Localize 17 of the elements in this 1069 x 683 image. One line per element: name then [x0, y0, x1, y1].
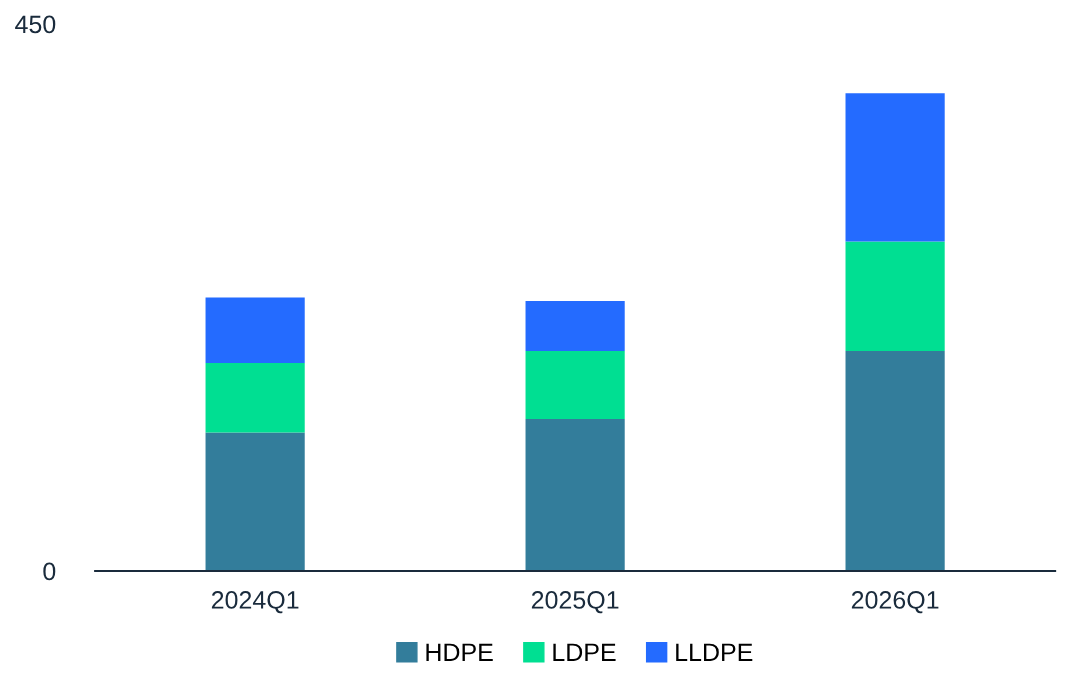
- x-tick-label: 2024Q1: [211, 591, 299, 614]
- bar: [205, 297, 305, 364]
- legend-label: LLDPE: [676, 643, 753, 661]
- y-tick-label: 450: [15, 15, 56, 34]
- bar: [205, 363, 305, 433]
- bar: [845, 350, 945, 571]
- bar: [205, 432, 305, 571]
- bar: [525, 301, 625, 351]
- legend-label: LDPE: [553, 643, 616, 661]
- bar: [525, 419, 625, 571]
- x-tick-label: 2026Q1: [851, 591, 939, 614]
- x-tick-label: 2025Q1: [531, 591, 619, 614]
- bar: [845, 93, 945, 242]
- bar: [525, 350, 625, 420]
- y-tick-label: 0: [43, 562, 56, 581]
- bar: [845, 241, 945, 351]
- legend-label: HDPE: [426, 643, 493, 661]
